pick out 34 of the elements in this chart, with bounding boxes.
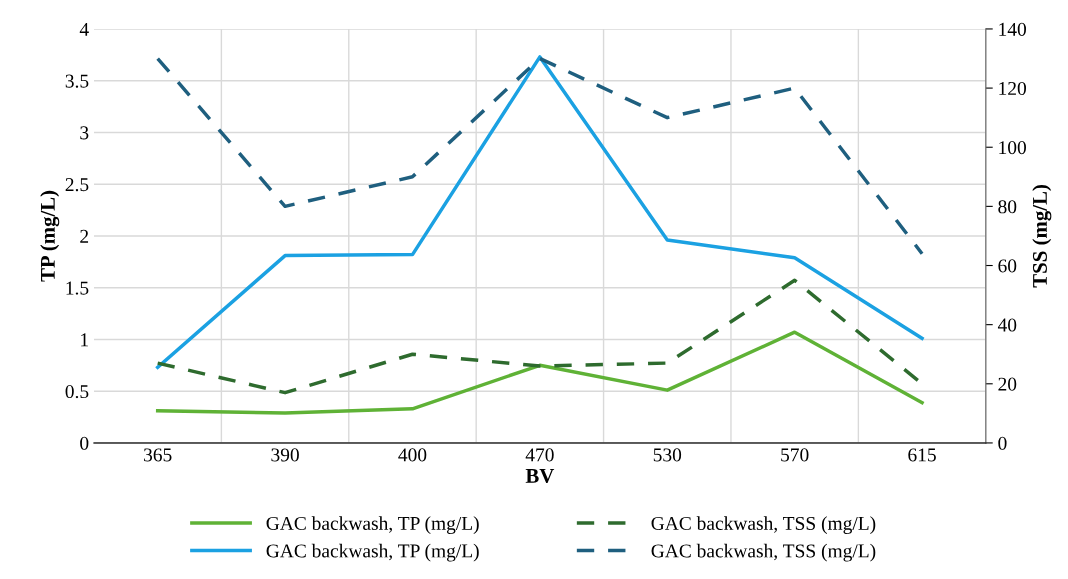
legend-label: GAC backwash, TP (mg/L) (266, 543, 479, 562)
y2-tick-label: 0 (998, 436, 1007, 450)
line-series (155, 330, 924, 415)
legend-label: GAC backwash, TP (mg/L) (266, 516, 479, 534)
legend-label: GAC backwash, TSS (mg/L) (651, 516, 876, 534)
x-tick-label: 365 (144, 448, 172, 462)
y2-axis-title: TSS (mg/L) (1032, 185, 1052, 288)
y-tick-label: 1 (81, 333, 88, 347)
y-tick-label: 0 (80, 436, 89, 450)
line-series (155, 56, 924, 256)
y-tick-label: 4 (79, 22, 89, 36)
y2-tick-label: 120 (999, 81, 1026, 96)
y2-tick-label: 100 (999, 141, 1026, 155)
x-tick-label: 400 (398, 448, 427, 462)
y2-tick-label: 60 (998, 259, 1017, 273)
y-tick-label: 3 (80, 126, 89, 140)
line-series (155, 55, 924, 370)
y-tick-label: 3.5 (65, 74, 89, 88)
x-tick-label: 570 (781, 448, 809, 462)
y2-tick-label: 140 (999, 22, 1026, 36)
x-tick-label: 470 (525, 448, 554, 462)
x-tick-label: 615 (908, 448, 936, 462)
y-tick-label: 2 (80, 229, 89, 243)
y-tick-label: 0.5 (65, 385, 89, 399)
y2-tick-label: 40 (997, 318, 1017, 332)
y2-tick-label: 20 (998, 377, 1017, 391)
x-tick-label: 390 (271, 448, 299, 462)
x-tick-label: 530 (653, 448, 682, 462)
legend-label: GAC backwash, TSS (mg/L) (651, 543, 876, 562)
y-axis-title: TP (mg/L) (40, 190, 60, 282)
y-tick-label: 1.5 (66, 281, 89, 295)
y-tick-label: 2.5 (65, 178, 89, 192)
x-axis-title: BV (525, 469, 555, 483)
y2-tick-label: 80 (998, 200, 1017, 214)
